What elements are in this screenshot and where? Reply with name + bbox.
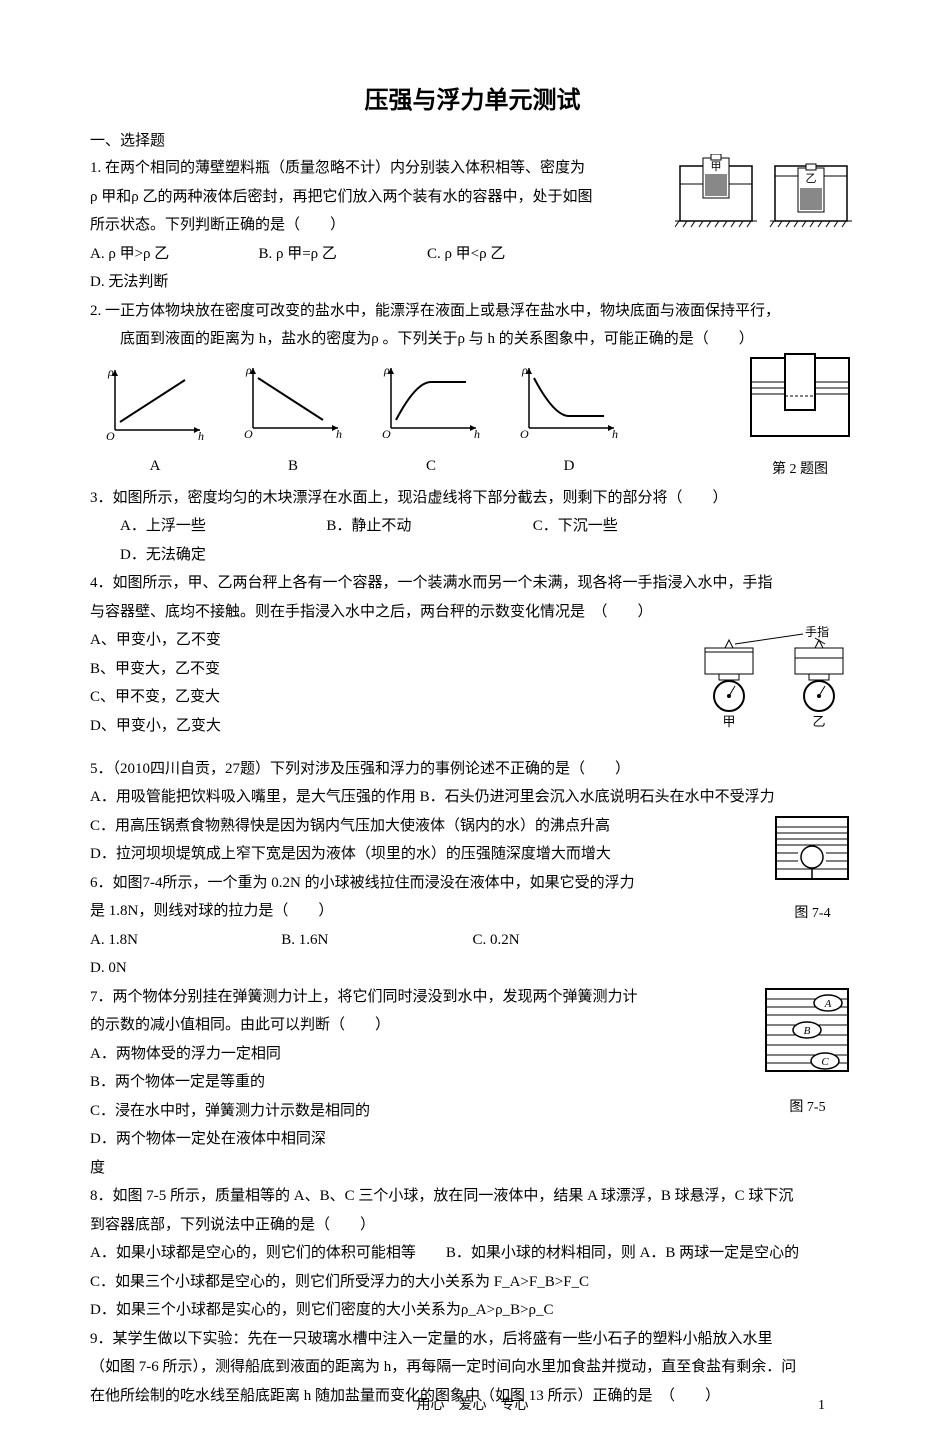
q8-line1: 8．如图 7-5 所示，质量相等的 A、B、C 三个小球，放在同一液体中，结果 … [90,1182,855,1211]
q2-block-figure: 第 2 题图 [745,350,855,484]
q2-line1: 2. 一正方体物块放在密度可改变的盐水中，能漂浮在液面上或悬浮在盐水中，物块底面… [90,297,855,326]
q6-line2: 是 1.8N，则线对球的拉力是（ ） [90,897,855,926]
page-footer: 用心 爱心 专心 [0,1394,945,1414]
q3-opt-c: C．下沉一些 [533,512,739,541]
q4-opt-c: C、甲不变，乙变大 [90,683,389,712]
q1-opt-d: D. 无法判断 [90,268,258,297]
q8-line2: 到容器底部，下列说法中正确的是（ ） [90,1211,855,1240]
q7-ball-b: B [804,1025,811,1037]
q6-figure: 图 7-4 [770,809,855,928]
svg-text:O: O [382,427,391,440]
svg-text:ρ: ρ [521,363,528,377]
svg-text:O: O [244,427,253,440]
q1-figure: 甲 乙 [675,154,855,245]
question-7: A B C 图 7-5 7．两个物体分别挂在弹簧测力计上，将它们同时浸没到水中，… [90,983,855,1183]
q4-opt-a: A、甲变小，乙不变 [90,626,389,655]
q6-opt-a: A. 1.8N [90,926,281,955]
q7-caption: 图 7-5 [760,1095,855,1122]
svg-text:O: O [520,427,529,440]
q4-label-b: 乙 [812,714,825,729]
q9-line1: 9．某学生做以下实验：先在一只玻璃水槽中注入一定量的水，后将盛有一些小石子的塑料… [90,1325,855,1354]
q2-label-b: B [238,452,348,481]
q3-opt-a: A．上浮一些 [120,512,326,541]
svg-text:h: h [336,427,342,440]
q7-ball-a: A [824,998,832,1010]
question-2: 2. 一正方体物块放在密度可改变的盐水中，能漂浮在液面上或悬浮在盐水中，物块底面… [90,297,855,484]
svg-text:h: h [198,429,204,442]
q7-line1: 7．两个物体分别挂在弹簧测力计上，将它们同时浸没到水中，发现两个弹簧测力计 [90,983,855,1012]
exam-page: 压强与浮力单元测试 一、选择题 甲 [0,0,945,1450]
q2-graph-b: ρ h O B [238,360,348,481]
q3-opt-b: B．静止不动 [326,512,532,541]
q7-ball-c: C [821,1056,829,1068]
q4-line1: 4．如图所示，甲、乙两台秤上各有一个容器，一个装满水而另一个未满，现各将一手指浸… [90,569,855,598]
question-4: 4．如图所示，甲、乙两台秤上各有一个容器，一个装满水而另一个未满，现各将一手指浸… [90,569,855,747]
q2-figure-caption: 第 2 题图 [745,457,855,484]
q2-label-d: D [514,452,624,481]
question-5: 5．（2010四川自贡，27题）下列对涉及压强和浮力的事例论述不正确的是（ ） … [90,755,855,869]
q2-graph-c: ρ h O C [376,360,486,481]
svg-text:ρ: ρ [107,365,114,379]
q7-options: A．两物体受的浮力一定相同 B．两个物体一定是等重的 C．浸在水中时，弹簧测力计… [90,1040,650,1183]
q9-line2: （如图 7-6 所示），测得船底到液面的距离为 h，再每隔一定时间向水里加食盐并… [90,1353,855,1382]
q7-line2: 的示数的减小值相同。由此可以判断（ ） [90,1011,855,1040]
q2-graph-d: ρ h O D [514,360,624,481]
q3-opt-d: D．无法确定 [120,541,326,570]
q8-opt-d: D．如果三个小球都是实心的，则它们密度的大小关系为ρ_A>ρ_B>ρ_C [90,1296,855,1325]
q6-opt-b: B. 1.6N [281,926,472,955]
q2-label-a: A [100,452,210,481]
q4-figure: 手指 甲 乙 [685,626,855,747]
q5-line1: 5．（2010四川自贡，27题）下列对涉及压强和浮力的事例论述不正确的是（ ） [90,755,855,784]
page-number: 1 [818,1398,825,1414]
q7-opt-a: A．两物体受的浮力一定相同 [90,1040,389,1069]
q7-opt-d: D．两个物体一定处在液体中相同深度 [90,1125,366,1182]
question-1: 甲 乙 [90,154,855,297]
question-3: 3．如图所示，密度均匀的木块漂浮在水面上，现沿虚线将下部分截去，则剩下的部分将（… [90,484,855,570]
svg-text:h: h [474,427,480,440]
page-title: 压强与浮力单元测试 [90,80,855,115]
q1-opt-a: A. ρ 甲>ρ 乙 [90,240,258,269]
q7-opt-c: C．浸在水中时，弹簧测力计示数是相同的 [90,1097,411,1126]
q1-opt-c: C. ρ 甲<ρ 乙 [427,240,595,269]
q5-opt-c: C．用高压锅煮食物熟得快是因为锅内气压加大使液体（锅内的水）的沸点升高 [90,812,855,841]
q6-caption: 图 7-4 [770,901,855,928]
q7-opt-b: B．两个物体一定是等重的 [90,1068,389,1097]
question-8: 8．如图 7-5 所示，质量相等的 A、B、C 三个小球，放在同一液体中，结果 … [90,1182,855,1325]
svg-text:ρ: ρ [245,363,252,377]
svg-text:ρ: ρ [383,363,390,377]
q7-figure: A B C 图 7-5 [760,983,855,1122]
section-heading: 一、选择题 [90,129,855,150]
q4-hand-label: 手指 [805,626,829,639]
q1-label-b: 乙 [806,172,817,185]
q1-label-a: 甲 [711,161,722,173]
q5-opt-d: D．拉河坝坝堤筑成上窄下宽是因为液体（坝里的水）的压强随深度增大而增大 [90,840,855,869]
q3-options: A．上浮一些 B．静止不动 C．下沉一些 D．无法确定 [90,512,855,569]
q2-label-c: C [376,452,486,481]
svg-text:O: O [106,429,115,442]
q1-opt-b: B. ρ 甲=ρ 乙 [258,240,426,269]
q2-graph-a: ρ h O A [100,362,210,481]
q2-graphs: ρ h O A ρ h O B [100,360,737,481]
q1-options: A. ρ 甲>ρ 乙 B. ρ 甲=ρ 乙 C. ρ 甲<ρ 乙 D. 无法判断 [90,240,667,297]
q4-label-a: 甲 [722,714,735,729]
q4-options: A、甲变小，乙不变 B、甲变大，乙不变 C、甲不变，乙变大 D、甲变小，乙变大 [90,626,650,740]
q4-opt-d: D、甲变小，乙变大 [90,712,389,741]
q8-opt-c: C．如果三个小球都是空心的，则它们所受浮力的大小关系为 F_A>F_B>F_C [90,1268,855,1297]
q4-line2: 与容器壁、底均不接触。则在手指浸入水中之后，两台秤的示数变化情况是 （ ） [90,598,855,627]
q6-line1: 6．如图7-4所示，一个重为 0.2N 的小球被线拉住而浸没在液体中，如果它受的… [90,869,855,898]
q4-opt-b: B、甲变大，乙不变 [90,655,389,684]
q3-text: 3．如图所示，密度均匀的木块漂浮在水面上，现沿虚线将下部分截去，则剩下的部分将（… [90,484,855,513]
q2-line2: 底面到液面的距离为 h，盐水的密度为ρ 。下列关于ρ 与 h 的关系图象中，可能… [90,325,855,354]
q8-opt-a: A．如果小球都是空心的，则它们的体积可能相等 B．如果小球的材料相同，则 A．B… [90,1239,855,1268]
svg-text:h: h [612,427,618,440]
q5-opt-a: A．用吸管能把饮料吸入嘴里，是大气压强的作用 B．石头仍进河里会沉入水底说明石头… [90,783,855,812]
q6-opt-d: D. 0N [90,954,281,983]
q6-opt-c: C. 0.2N [473,926,664,955]
question-6: 图 7-4 6．如图7-4所示，一个重为 0.2N 的小球被线拉住而浸没在液体中… [90,869,855,983]
q6-options: A. 1.8N B. 1.6N C. 0.2N D. 0N [90,926,762,983]
